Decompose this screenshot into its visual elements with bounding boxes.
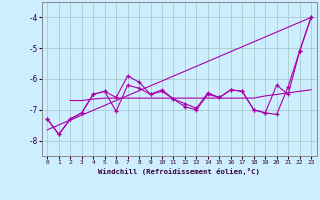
X-axis label: Windchill (Refroidissement éolien,°C): Windchill (Refroidissement éolien,°C) [98,168,260,175]
